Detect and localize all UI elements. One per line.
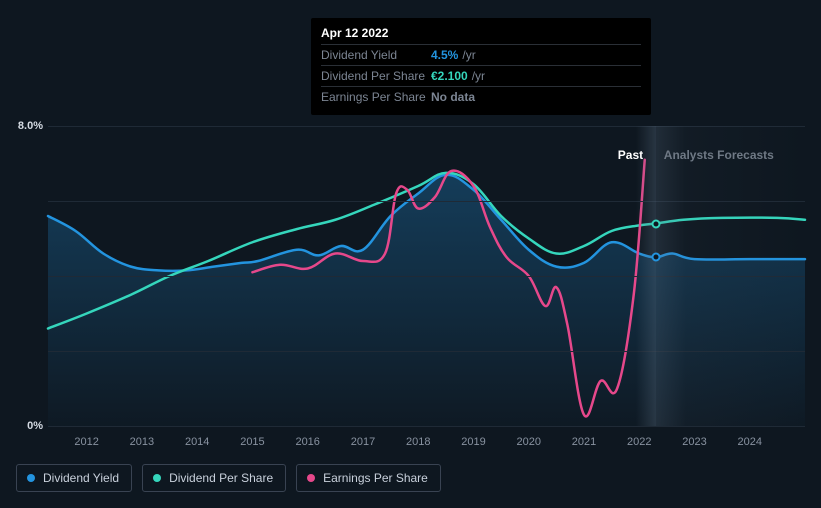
legend-dot-icon [307, 474, 315, 482]
chart-legend: Dividend Yield Dividend Per Share Earnings… [16, 464, 441, 492]
tooltip-row: Dividend Per Share€2.100/yr [321, 65, 641, 86]
chart-tooltip: Apr 12 2022 Dividend Yield4.5%/yrDividen… [311, 18, 651, 115]
legend-dot-icon [27, 474, 35, 482]
past-label: Past [618, 148, 643, 162]
series-split-marker [651, 253, 660, 262]
x-tick-label: 2017 [351, 436, 375, 448]
plot-area[interactable]: PastAnalysts Forecasts201220132014201520… [48, 126, 805, 426]
forecast-shade [656, 126, 805, 426]
x-tick-label: 2012 [74, 436, 98, 448]
tooltip-row-value: 4.5% [431, 48, 458, 62]
legend-item-label: Dividend Yield [43, 471, 119, 485]
tooltip-row: Earnings Per ShareNo data [321, 86, 641, 107]
legend-item-label: Dividend Per Share [169, 471, 273, 485]
x-tick-label: 2014 [185, 436, 209, 448]
x-tick-label: 2018 [406, 436, 430, 448]
forecast-label: Analysts Forecasts [664, 148, 774, 162]
legend-item[interactable]: Dividend Per Share [142, 464, 286, 492]
tooltip-row-label: Dividend Per Share [321, 69, 431, 83]
tooltip-date: Apr 12 2022 [321, 26, 641, 44]
x-tick-label: 2024 [737, 436, 761, 448]
tooltip-row-value: No data [431, 90, 475, 104]
y-axis-min-label: 0% [27, 420, 43, 432]
tooltip-row: Dividend Yield4.5% /yr [321, 44, 641, 65]
tooltip-row-label: Dividend Yield [321, 48, 431, 62]
gridline [48, 426, 805, 427]
legend-item[interactable]: Earnings Per Share [296, 464, 441, 492]
tooltip-row-unit: /yr [472, 69, 485, 83]
legend-dot-icon [153, 474, 161, 482]
x-tick-label: 2020 [516, 436, 540, 448]
dividend-chart: 8.0% 0% Past Analysts Forecasts 2012 2013 20… [16, 108, 805, 448]
series-split-marker [651, 219, 660, 228]
x-tick-label: 2013 [130, 436, 154, 448]
y-axis-max-label: 8.0% [18, 120, 43, 132]
x-tick-label: 2023 [682, 436, 706, 448]
x-tick-label: 2019 [461, 436, 485, 448]
x-tick-label: 2015 [240, 436, 264, 448]
x-tick-label: 2016 [295, 436, 319, 448]
split-highlight [636, 126, 656, 426]
legend-item[interactable]: Dividend Yield [16, 464, 132, 492]
x-tick-label: 2021 [572, 436, 596, 448]
tooltip-row-label: Earnings Per Share [321, 90, 431, 104]
tooltip-row-value: €2.100 [431, 69, 468, 83]
legend-item-label: Earnings Per Share [323, 471, 428, 485]
tooltip-row-unit: /yr [462, 48, 475, 62]
x-tick-label: 2022 [627, 436, 651, 448]
